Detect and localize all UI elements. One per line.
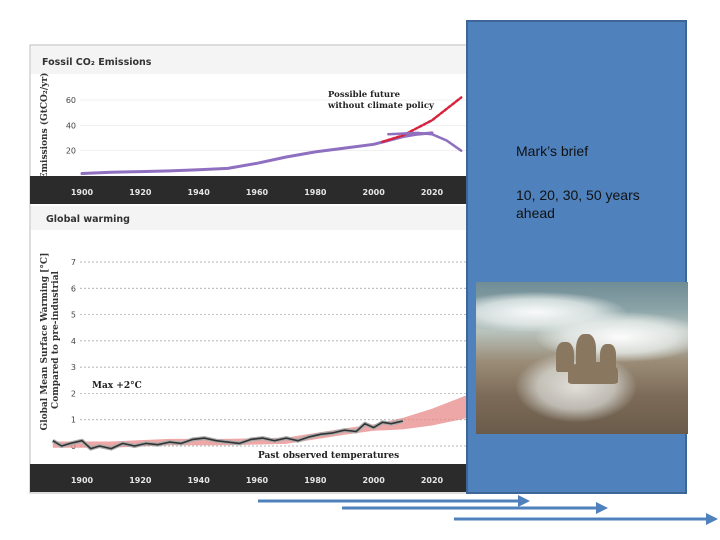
warming-panel: Global warming Global Mean Surface Warmi… xyxy=(30,214,476,492)
warming-y-tick: 5 xyxy=(71,311,76,320)
warming-x-tick: 1980 xyxy=(304,476,327,485)
emissions-y-ticks: 20 40 60 xyxy=(66,96,466,156)
warming-x-tick: 1960 xyxy=(246,476,269,485)
warming-y-tick: 4 xyxy=(71,337,76,346)
warming-x-tick: 1920 xyxy=(129,476,152,485)
warming-x-ticks: 1900 1920 1940 1960 1980 2000 2020 xyxy=(71,476,444,485)
timeline-arrows xyxy=(258,495,718,525)
warming-ylabel-text: Global Mean Surface Warming [°C] xyxy=(40,253,50,431)
emissions-x-tick: 2000 xyxy=(363,188,386,197)
emissions-y-tick: 60 xyxy=(66,96,76,105)
arrow-3-head xyxy=(706,513,718,525)
warming-x-tick: 1940 xyxy=(188,476,211,485)
warming-x-tick: 2020 xyxy=(421,476,444,485)
future-annotation-line1: Possible future xyxy=(328,90,401,100)
brief-title: Mark’s brief xyxy=(516,143,589,159)
emissions-x-ticks: 1900 1920 1940 1960 1980 2000 2020 xyxy=(71,188,444,197)
warming-observed-line xyxy=(52,420,403,450)
warming-y-tick: 3 xyxy=(71,363,76,372)
warming-title: Global warming xyxy=(46,214,130,225)
arrow-2-head xyxy=(596,502,608,514)
emissions-panel: Fossil CO₂ Emissions Emissions (GtCO₂/yr… xyxy=(30,57,470,204)
brief-subtitle: 10, 20, 30, 50 years ahead xyxy=(516,187,640,221)
arrow-1-head xyxy=(518,495,530,507)
emissions-x-axis-band xyxy=(30,176,470,204)
warming-ylabel: Global Mean Surface Warming [°C] Compare… xyxy=(40,250,61,431)
emissions-x-tick: 1960 xyxy=(246,188,269,197)
emissions-x-tick: 1900 xyxy=(71,188,94,197)
warming-x-tick: 1900 xyxy=(71,476,94,485)
warming-x-tick: 2000 xyxy=(363,476,386,485)
warming-y-tick: 1 xyxy=(71,416,76,425)
warming-y-tick: 7 xyxy=(71,258,76,267)
future-annotation-line2: without climate policy xyxy=(327,101,435,111)
emissions-x-tick: 2020 xyxy=(421,188,444,197)
emissions-x-tick: 1920 xyxy=(129,188,152,197)
sandcastle-photo xyxy=(476,282,688,434)
emissions-series-line-1 xyxy=(381,96,463,144)
emissions-y-tick: 20 xyxy=(66,147,76,156)
emissions-series xyxy=(80,96,463,175)
emissions-series-line-2 xyxy=(387,131,463,152)
past-temps-annotation: Past observed temperatures xyxy=(258,451,399,461)
warming-ylabel-text-line2: Compared to pre-industrial xyxy=(51,270,61,409)
bottom-title-strip xyxy=(31,206,469,230)
warming-series xyxy=(51,391,476,451)
emissions-x-tick: 1980 xyxy=(304,188,327,197)
briefing-panel: Mark’s brief 10, 20, 30, 50 years ahead xyxy=(466,20,688,494)
top-title-strip xyxy=(31,46,469,74)
emissions-title: Fossil CO₂ Emissions xyxy=(42,57,152,68)
emissions-x-tick: 1940 xyxy=(188,188,211,197)
warming-y-tick: 6 xyxy=(71,284,76,293)
max-2c-annotation: Max +2°C xyxy=(92,381,142,391)
chart-frame-border xyxy=(29,44,471,494)
emissions-y-tick: 40 xyxy=(66,121,76,130)
warming-model-band xyxy=(52,391,476,448)
warming-x-axis-band xyxy=(30,464,470,492)
warming-y-tick: 2 xyxy=(71,389,76,398)
emissions-ylabel: Emissions (GtCO₂/yr) xyxy=(39,73,50,180)
